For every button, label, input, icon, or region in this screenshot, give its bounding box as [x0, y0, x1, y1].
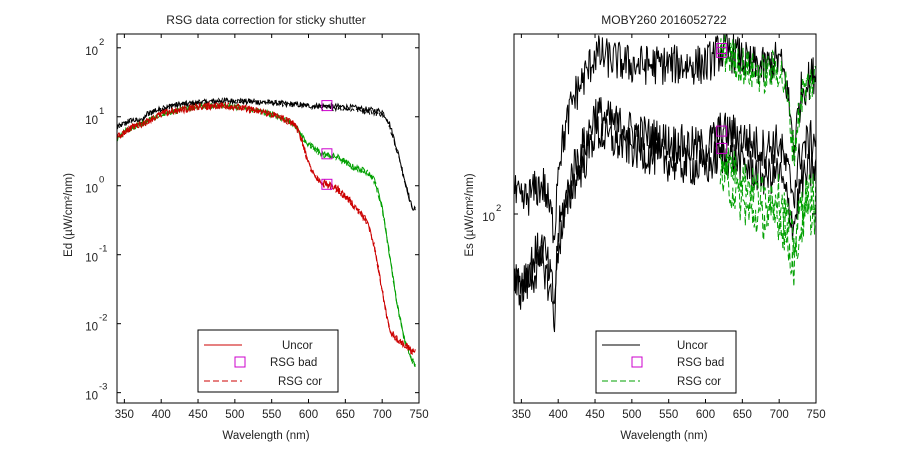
left-x-tick-label: 400	[152, 409, 171, 421]
left-x-tick-label: 550	[262, 409, 281, 421]
right-series-line-4	[719, 146, 816, 256]
left-y-tick-label-base: 10	[85, 115, 98, 127]
left-legend-box	[197, 329, 339, 393]
right-legend-rsg-bad-swatch	[631, 356, 643, 368]
left-x-tick-label: 350	[115, 409, 134, 421]
right-chart-title: MOBY260 2016052722	[601, 13, 727, 27]
left-x-tick-label: 750	[409, 409, 428, 421]
right-plot-frame	[513, 33, 817, 404]
left-y-tick-label-exponent: 0	[99, 175, 104, 186]
left-legend-uncor-label: Uncor	[282, 340, 313, 352]
right-x-axis-label: Wavelength (nm)	[620, 430, 707, 442]
right-legend: Uncor RSG bad RSG cor	[595, 330, 737, 394]
left-y-tick-label-exponent: 1	[99, 106, 104, 117]
left-y-tick-label-exponent: -1	[99, 244, 107, 255]
left-legend: Uncor RSG bad RSG cor	[197, 329, 339, 393]
right-x-tick-label: 700	[770, 409, 789, 421]
left-chart: RSG data correction for sticky shutter W…	[63, 13, 429, 442]
left-legend-rsg-bad-swatch	[234, 356, 246, 368]
left-series-line-1	[117, 97, 416, 211]
right-y-tick-label-base: 10	[482, 212, 495, 224]
right-chart: MOBY260 2016052722 Wavelength (nm) Es (µ…	[464, 13, 826, 442]
right-series-group	[514, 34, 816, 333]
right-x-tick-label: 750	[806, 409, 825, 421]
left-rsg-bad-marker	[321, 178, 333, 190]
right-legend-uncor-label: Uncor	[677, 340, 708, 352]
left-x-tick-label: 500	[225, 409, 244, 421]
left-plot-area	[117, 96, 416, 367]
right-x-tick-label: 450	[585, 409, 604, 421]
right-x-tick-label: 400	[549, 409, 568, 421]
left-chart-title: RSG data correction for sticky shutter	[166, 13, 365, 27]
left-plot-frame	[116, 33, 420, 404]
left-tick-group: 350 400 450 500 550 600 650 700 75010210110010-1…	[85, 34, 429, 421]
left-y-tick-label-base: 10	[85, 322, 98, 334]
left-legend-rsg-bad-label: RSG bad	[270, 357, 317, 369]
right-rsg-bad-marker	[716, 125, 728, 137]
right-legend-rsg-cor-label: RSG cor	[677, 376, 721, 388]
left-legend-rsg-cor-label: RSG cor	[278, 376, 322, 388]
right-marker-group	[716, 43, 728, 154]
left-x-axis-label: Wavelength (nm)	[222, 430, 309, 442]
right-x-tick-label: 550	[659, 409, 678, 421]
left-y-tick-label-base: 10	[85, 391, 98, 403]
right-series-line-2	[514, 112, 816, 333]
right-legend-rsg-bad-label: RSG bad	[677, 357, 724, 369]
left-y-tick-label-exponent: -2	[99, 313, 107, 324]
left-rsg-bad-marker	[321, 100, 333, 112]
right-rsg-bad-marker	[716, 46, 728, 58]
left-x-tick-label: 700	[373, 409, 392, 421]
right-series-line-5	[719, 162, 816, 287]
right-legend-box	[595, 330, 737, 394]
right-rsg-bad-marker	[716, 142, 728, 154]
right-x-tick-label: 350	[512, 409, 531, 421]
left-y-axis-label: Ed (µW/cm²/nm)	[63, 173, 75, 257]
right-plot-area	[514, 34, 816, 333]
left-y-tick-label-base: 10	[85, 46, 98, 58]
right-series-line-3	[719, 35, 816, 167]
right-x-tick-label: 600	[696, 409, 715, 421]
right-y-axis-label: Es (µW/cm²/nm)	[464, 173, 476, 256]
left-rsg-bad-marker	[321, 148, 333, 160]
right-tick-group: 350 400 450 500 550 600 650 700 750 102	[482, 34, 826, 421]
right-y-tick-label-exponent: 2	[496, 203, 501, 214]
left-x-tick-label: 600	[299, 409, 318, 421]
left-marker-group	[321, 100, 333, 190]
left-y-tick-label-exponent: -3	[99, 382, 107, 393]
left-x-tick-label: 450	[188, 409, 207, 421]
right-x-tick-label: 500	[622, 409, 641, 421]
left-x-tick-label: 650	[336, 409, 355, 421]
left-series-group	[117, 96, 416, 367]
left-y-tick-label-base: 10	[85, 184, 98, 196]
right-x-tick-label: 650	[733, 409, 752, 421]
left-y-tick-label-exponent: 2	[99, 37, 104, 48]
left-series-line-5	[117, 100, 416, 355]
left-y-tick-label-base: 10	[85, 253, 98, 265]
